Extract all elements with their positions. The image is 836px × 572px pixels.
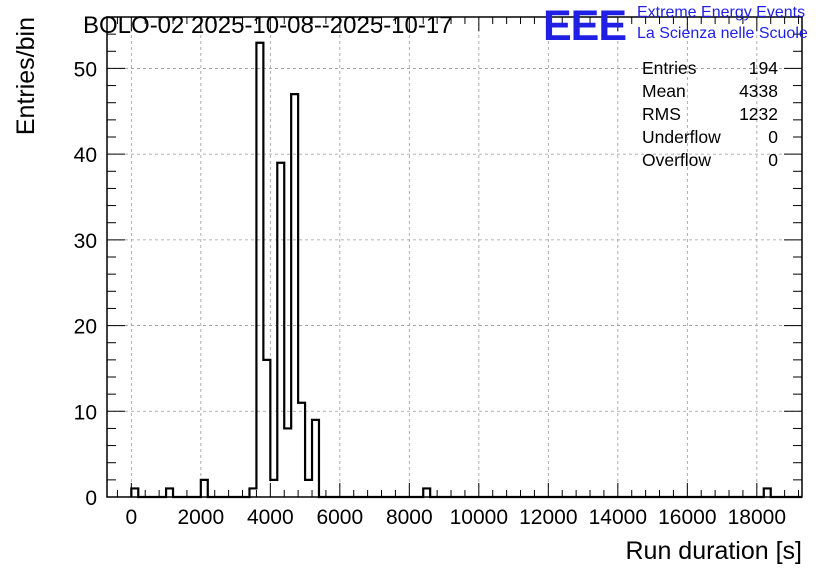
stats-value: 194 — [748, 58, 778, 78]
stats-box: Entries 194 Mean 4338 RMS 1232 Underflow… — [642, 58, 778, 173]
y-tick-label: 10 — [74, 401, 97, 424]
stats-value: 0 — [768, 127, 778, 147]
x-tick-label: 2000 — [177, 506, 224, 529]
x-tick-label: 14000 — [589, 506, 647, 529]
x-tick-label: 0 — [125, 506, 137, 529]
stats-label: Underflow — [642, 127, 721, 147]
stats-label: Mean — [642, 81, 686, 101]
histogram-bin — [284, 428, 291, 497]
y-tick-label: 20 — [74, 316, 97, 339]
stats-label: Overflow — [642, 150, 712, 170]
x-tick-label: 8000 — [386, 506, 433, 529]
y-tick-label: 0 — [85, 487, 97, 510]
stats-label: Entries — [642, 58, 697, 78]
x-tick-label: 4000 — [247, 506, 294, 529]
x-tick-label: 18000 — [728, 506, 786, 529]
x-tick-label: 16000 — [658, 506, 716, 529]
stats-label: RMS — [642, 104, 681, 124]
stats-value: 0 — [768, 150, 778, 170]
x-tick-label: 10000 — [450, 506, 508, 529]
stats-value: 1232 — [739, 104, 778, 124]
chart-title: BOLO-02 2025-10-08--2025-10-17 — [83, 12, 453, 39]
y-tick-label: 50 — [74, 58, 97, 81]
x-tick-label: 6000 — [316, 506, 363, 529]
histogram-bin — [270, 480, 277, 497]
stats-row-entries: Entries 194 — [642, 58, 778, 81]
logo-text-line1: Extreme Energy Events — [637, 4, 806, 21]
x-tick-label: 12000 — [519, 506, 577, 529]
stats-value: 4338 — [739, 81, 778, 101]
x-axis-label: Run duration [s] — [626, 537, 803, 565]
stats-row-rms: RMS 1232 — [642, 104, 778, 127]
y-axis-label: Entries/bin — [12, 17, 40, 135]
stats-row-underflow: Underflow 0 — [642, 127, 778, 150]
y-tick-label: 30 — [74, 230, 97, 253]
logo-text-line2: La Scienza nelle Scuole — [637, 25, 808, 42]
eee-logo: EEE — [543, 2, 627, 50]
stats-row-overflow: Overflow 0 — [642, 150, 778, 173]
stats-row-mean: Mean 4338 — [642, 81, 778, 104]
histogram-bin — [305, 480, 312, 497]
y-tick-label: 40 — [74, 144, 97, 167]
